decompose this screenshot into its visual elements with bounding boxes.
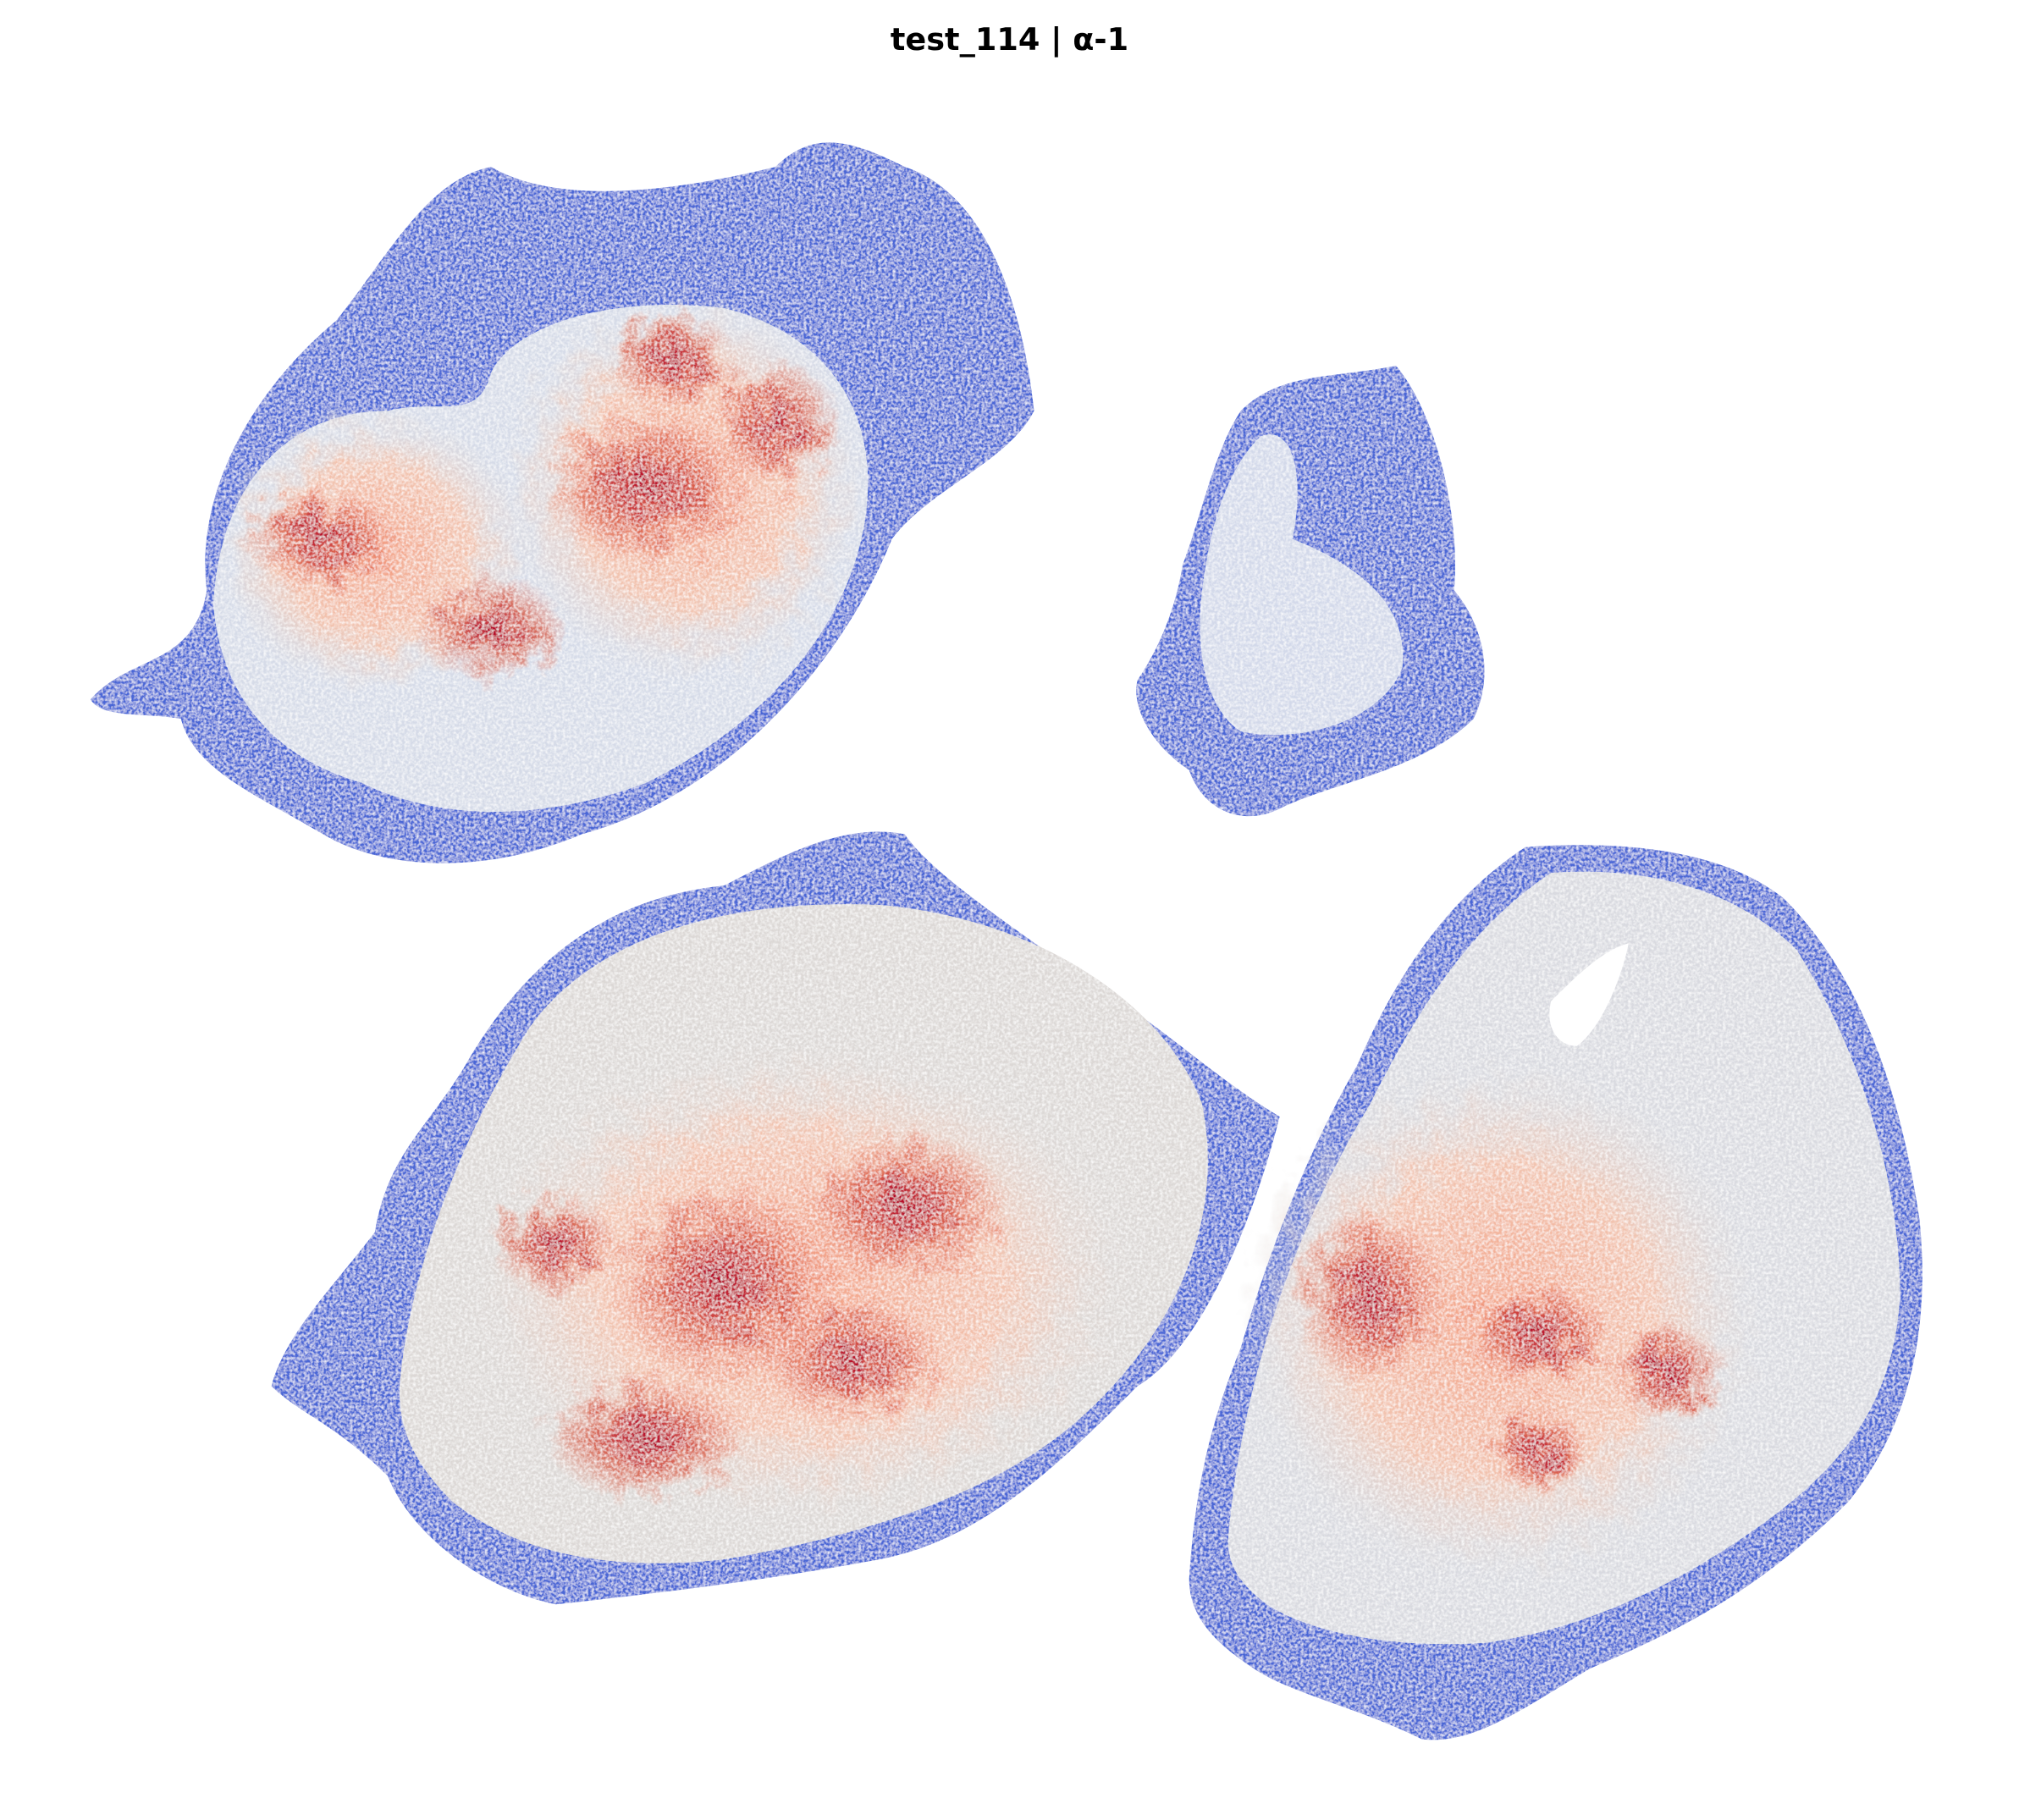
hotspot bbox=[1486, 1405, 1591, 1496]
hotspot bbox=[491, 1194, 621, 1297]
hotspot bbox=[1292, 1206, 1448, 1387]
hotspot bbox=[710, 359, 841, 488]
tissue-section bbox=[1136, 366, 1485, 817]
hotspot bbox=[245, 488, 401, 591]
hotspot bbox=[801, 1129, 1008, 1284]
hotspot bbox=[413, 577, 569, 681]
hotspot bbox=[1460, 1283, 1616, 1387]
hotspot bbox=[762, 1296, 944, 1426]
tissue-section bbox=[1189, 845, 1922, 1740]
hotspot bbox=[543, 411, 750, 565]
hotspot bbox=[1608, 1321, 1726, 1426]
tissue-core bbox=[1200, 434, 1404, 736]
hotspot bbox=[607, 307, 737, 411]
tissue-section bbox=[90, 142, 1034, 863]
tissue-gap bbox=[1549, 943, 1629, 1046]
hotspot bbox=[543, 1373, 750, 1502]
tissue-section bbox=[271, 831, 1280, 1605]
chart-title: test_114 | α-1 bbox=[891, 21, 1128, 58]
